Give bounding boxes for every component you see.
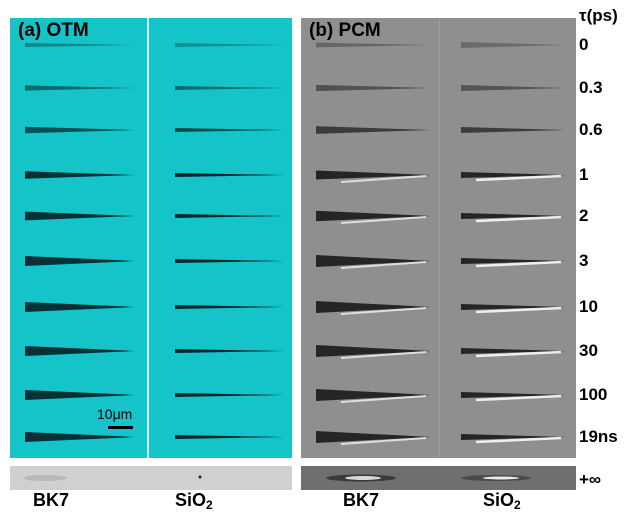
otm-panel: (a) OTM 10μm xyxy=(10,18,292,458)
pcm-bk7-halo-4 xyxy=(340,216,427,224)
otm-bk7-streak-2 xyxy=(25,126,135,134)
otm-bk7-streak-1 xyxy=(25,85,135,91)
pcm-bk7-halo-9 xyxy=(340,437,427,445)
pcm-image xyxy=(316,42,566,445)
otm-sio2-streak-3 xyxy=(175,173,285,177)
label-sio2-a: SiO2 xyxy=(175,490,213,512)
otm-bk7-streak-6 xyxy=(25,302,135,312)
pcm-panel-label: (b) PCM xyxy=(309,20,381,41)
scale-bar-label: 10μm xyxy=(97,406,133,422)
otm-sio2-streak-5 xyxy=(175,259,285,263)
label-bk7-a: BK7 xyxy=(33,490,70,510)
pcm-sio2-streak-1 xyxy=(461,85,566,91)
label-bk7-b: BK7 xyxy=(343,490,380,510)
pcm-sio2-halo-9 xyxy=(475,436,562,444)
pcm-bk7-streak-1 xyxy=(316,84,431,92)
pcm-sio2-halo-6 xyxy=(475,306,562,314)
tau-row-1: 0.3 xyxy=(579,78,603,97)
otm-bk7-streak-3 xyxy=(25,171,135,179)
pcm-panel: (b) PCM xyxy=(301,18,576,458)
pcm-sio2-streak-2 xyxy=(461,127,566,133)
tau-row-4: 2 xyxy=(579,206,589,225)
pcm-sio2-streak-4 xyxy=(461,213,566,219)
pcm-sio2-streak-7 xyxy=(461,348,566,354)
pcm-bk7-streak-0 xyxy=(316,42,431,48)
pcm-final-strip xyxy=(301,466,576,490)
pcm-bk7-streak-7 xyxy=(316,345,431,357)
tau-row-5: 3 xyxy=(579,251,589,270)
otm-panel-label: (a) OTM xyxy=(18,20,89,41)
otm-final-strip xyxy=(10,466,292,490)
pcm-bk7-streak-3 xyxy=(316,170,431,180)
tau-axis-title: τ(ps) xyxy=(579,6,618,25)
tau-row-2: 0.6 xyxy=(579,120,603,139)
otm-bk7-streak-5 xyxy=(25,256,135,266)
otm-sio2-streak-1 xyxy=(175,86,285,90)
pcm-bk7-halo-6 xyxy=(340,307,427,315)
pcm-bk7-streak-4 xyxy=(316,210,431,222)
pcm-sio2-streak-3 xyxy=(461,172,566,178)
pcm-sio2-streak-0 xyxy=(461,42,566,48)
otm-sio2-streak-6 xyxy=(175,305,285,309)
otm-bk7-streak-9 xyxy=(25,432,135,442)
pcm-sio2-halo-8 xyxy=(475,394,562,402)
otm-bk7-streak-0 xyxy=(25,43,135,47)
pcm-divider xyxy=(439,18,440,458)
pcm-sio2-halo-7 xyxy=(475,350,562,358)
pcm-bk7-halo-8 xyxy=(340,395,427,403)
tau-row-6: 10 xyxy=(579,297,598,316)
pcm-bk7-streak-9 xyxy=(316,431,431,443)
otm-sio2-streak-0 xyxy=(175,43,285,47)
pcm-bk7-halo-5 xyxy=(340,261,427,269)
otm-sio2-streak-2 xyxy=(175,128,285,132)
scale-bar xyxy=(108,426,133,429)
otm-sio2-streak-7 xyxy=(175,349,285,353)
pcm-sio2-halo-5 xyxy=(475,260,562,268)
label-sio2-b: SiO2 xyxy=(483,490,521,512)
tau-row-8: 100 xyxy=(579,385,608,404)
pcm-bk7-halo-3 xyxy=(340,175,427,183)
pcm-sio2-streak-5 xyxy=(461,258,566,264)
pcm-bk7-streak-8 xyxy=(316,389,431,401)
otm-bk7-streak-8 xyxy=(25,390,135,400)
otm-bk7-streak-4 xyxy=(25,211,135,221)
otm-bk7-streak-7 xyxy=(25,346,135,356)
tau-row-3: 1 xyxy=(579,165,589,184)
otm-sio2-streak-4 xyxy=(175,214,285,218)
pcm-bk7-streak-6 xyxy=(316,301,431,313)
otm-image xyxy=(25,43,285,442)
pcm-bk7-halo-7 xyxy=(340,351,427,359)
tau-row-7: 30 xyxy=(579,341,598,360)
otm-sio2-streak-9 xyxy=(175,435,285,439)
tau-row-0: 0 xyxy=(579,35,589,54)
tau-row-9: 19ns xyxy=(579,427,618,446)
pcm-bk7-streak-2 xyxy=(316,126,431,134)
pcm-sio2-streak-8 xyxy=(461,392,566,398)
pcm-sio2-halo-3 xyxy=(475,174,562,182)
pcm-sio2-halo-4 xyxy=(475,215,562,223)
pcm-sio2-streak-6 xyxy=(461,304,566,310)
pcm-sio2-streak-9 xyxy=(461,434,566,440)
otm-divider xyxy=(147,18,149,458)
pcm-bk7-streak-5 xyxy=(316,255,431,267)
tau-final-label: +∞ xyxy=(579,470,602,489)
otm-sio2-streak-8 xyxy=(175,393,285,397)
